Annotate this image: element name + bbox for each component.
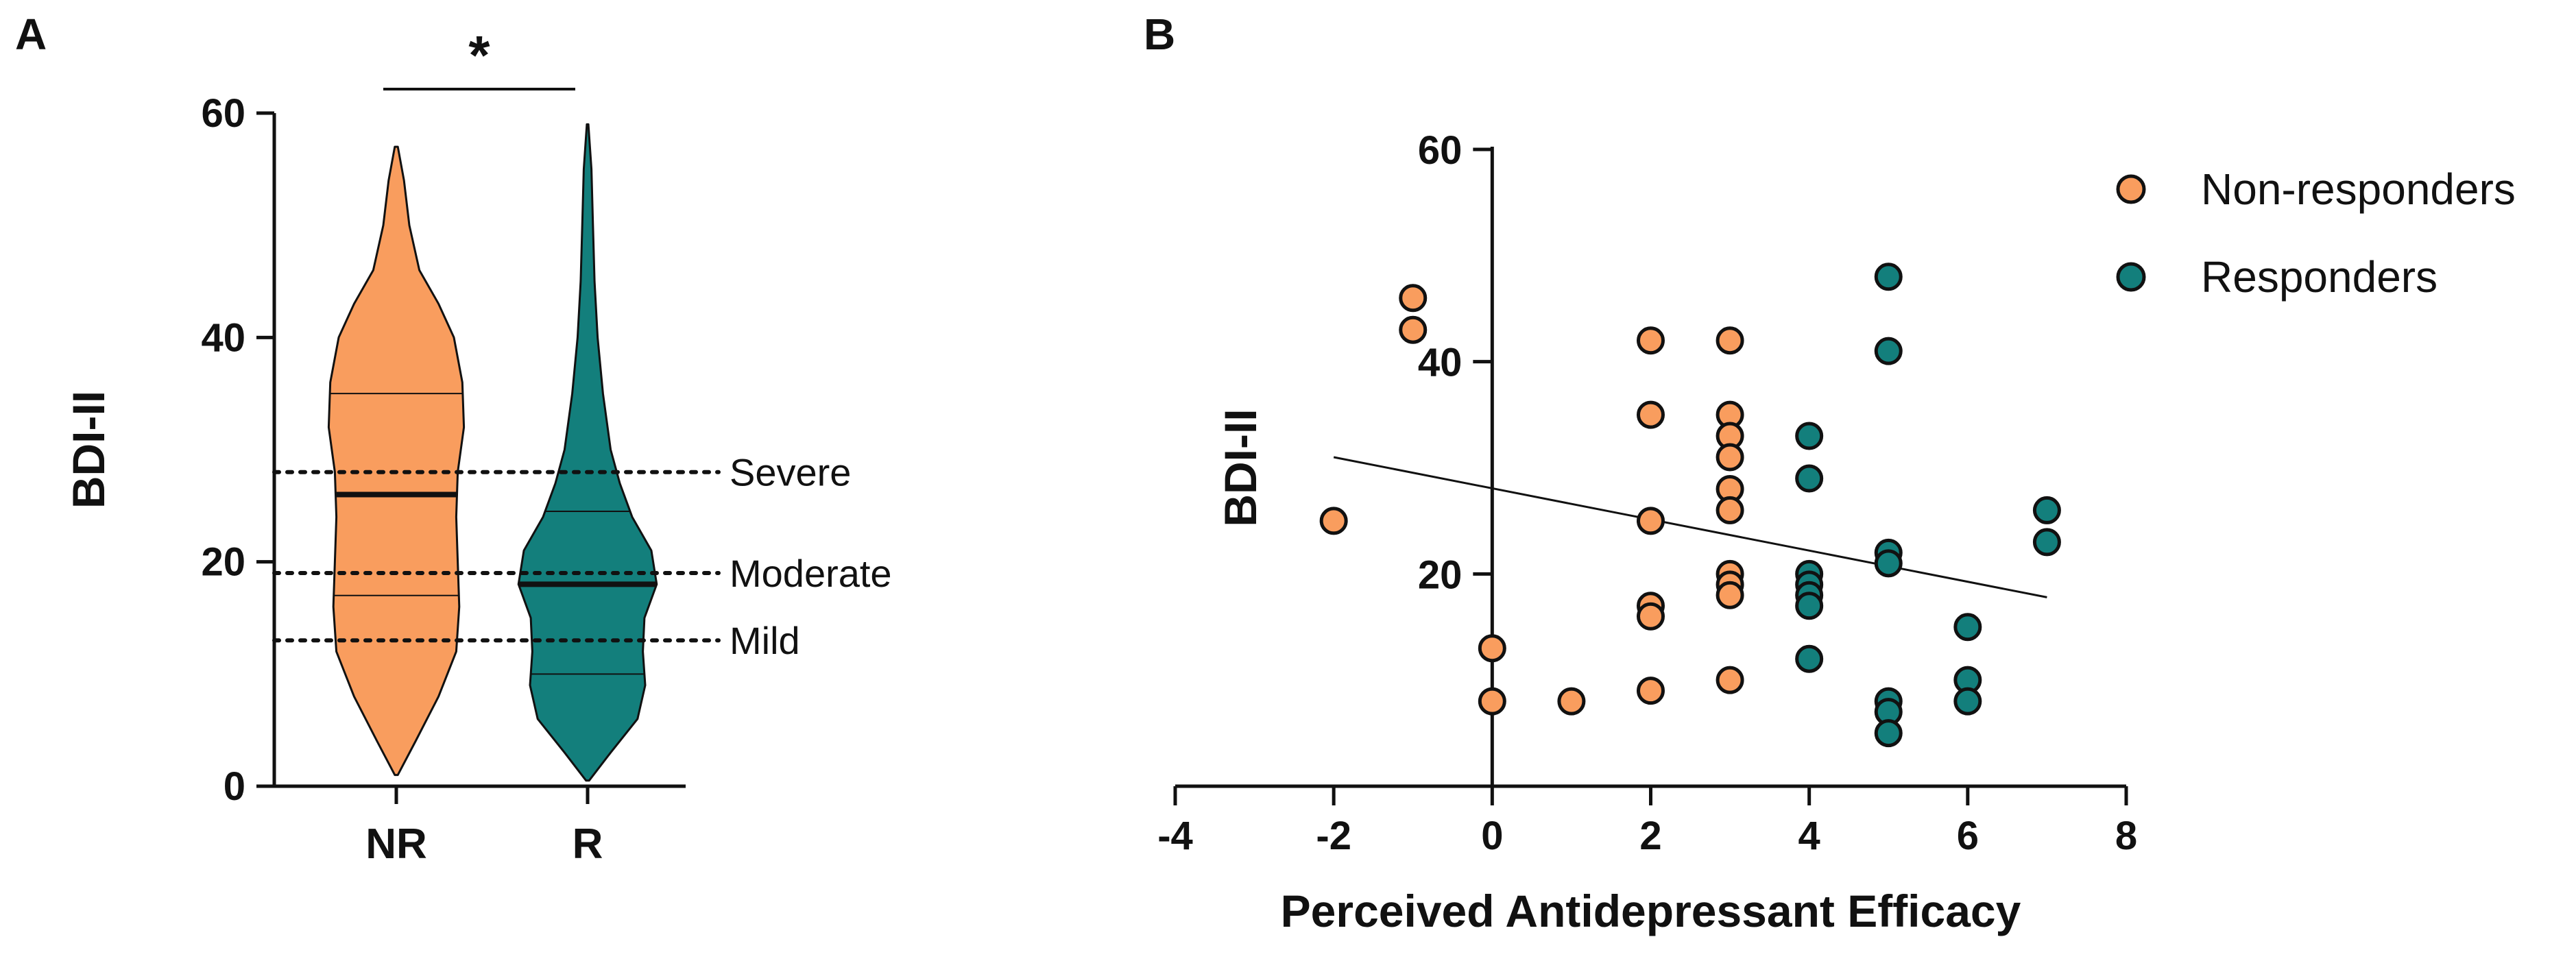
scatter-point-non-responders bbox=[1478, 687, 1506, 716]
panel-b-scatter-chart: 20 40 60 BDI-II -4 -2 0 2 4 6 8 Perceived Antidepre… bbox=[1157, 128, 2516, 936]
scatter-point-non-responders bbox=[1637, 602, 1665, 631]
scatter-point-responders bbox=[1795, 422, 1824, 450]
y-tick-label: 60 bbox=[201, 91, 245, 136]
cutoff-label-severe: Severe bbox=[730, 451, 851, 494]
y-tick-label: 20 bbox=[201, 540, 245, 585]
scatter-point-responders bbox=[1795, 464, 1824, 493]
x-category-label: R bbox=[573, 820, 603, 868]
legend-label-responders: Responders bbox=[2201, 252, 2437, 302]
scatter-point-non-responders bbox=[1478, 634, 1506, 663]
scatter-point-responders bbox=[1795, 592, 1824, 620]
scatter-point-responders bbox=[1795, 644, 1824, 673]
violin-nr bbox=[327, 145, 466, 777]
x-category-label: NR bbox=[365, 820, 427, 868]
scatter-point-responders bbox=[2032, 496, 2061, 524]
x-tick-label: 4 bbox=[1798, 814, 1820, 858]
scatter-point-non-responders bbox=[1637, 677, 1665, 705]
scatter-point-responders bbox=[1874, 549, 1903, 578]
scatter-point-non-responders bbox=[1399, 315, 1428, 344]
y-tick-label: 40 bbox=[201, 315, 245, 360]
y-tick-label: 20 bbox=[1418, 552, 1462, 597]
scatter-point-non-responders bbox=[1716, 496, 1744, 524]
scatter-point-non-responders bbox=[1716, 443, 1744, 472]
scatter-point-non-responders bbox=[1637, 400, 1665, 429]
scatter-point-responders bbox=[1953, 687, 1982, 716]
scatter-point-non-responders bbox=[1637, 326, 1665, 355]
scatter-point-non-responders bbox=[1319, 507, 1348, 535]
scatter-point-responders bbox=[1874, 337, 1903, 365]
scatter-point-non-responders bbox=[1716, 326, 1744, 355]
x-axis-title: Perceived Antidepressant Efficacy bbox=[1281, 886, 2021, 936]
scatter-point-responders bbox=[1953, 613, 1982, 642]
y-axis-title: BDI-II bbox=[63, 391, 114, 509]
scatter-point-non-responders bbox=[1637, 507, 1665, 535]
y-tick-label: 40 bbox=[1418, 341, 1462, 385]
scatter-point-responders bbox=[1874, 263, 1903, 291]
x-tick-label: 6 bbox=[1957, 814, 1979, 858]
legend-marker-responders bbox=[2116, 262, 2146, 292]
regression-line bbox=[1333, 456, 2047, 598]
legend-label-non-responders: Non-responders bbox=[2201, 165, 2516, 214]
violin-r bbox=[517, 123, 658, 782]
panel-b-label: B bbox=[1144, 10, 1175, 59]
legend-marker-non-responders bbox=[2116, 174, 2146, 204]
scatter-point-non-responders bbox=[1716, 666, 1744, 694]
y-tick-label: 60 bbox=[1418, 128, 1462, 173]
scatter-point-non-responders bbox=[1716, 581, 1744, 609]
y-axis-title: BDI-II bbox=[1215, 409, 1266, 526]
x-tick-label: 0 bbox=[1481, 814, 1503, 858]
scatter-point-non-responders bbox=[1557, 687, 1586, 716]
y-tick-label: 0 bbox=[224, 764, 245, 809]
panel-a-label: A bbox=[15, 10, 47, 59]
x-tick-label: -2 bbox=[1316, 814, 1351, 858]
scatter-point-responders bbox=[1874, 719, 1903, 748]
cutoff-label-moderate: Moderate bbox=[730, 552, 892, 595]
x-tick-label: -4 bbox=[1157, 814, 1193, 858]
panel-a-violin-chart: 0 20 40 60 NR R BDI-II Severe Moderate Mild * bbox=[63, 25, 892, 868]
x-tick-label: 8 bbox=[2115, 814, 2137, 858]
significance-marker: * bbox=[468, 25, 490, 86]
x-tick-label: 2 bbox=[1639, 814, 1661, 858]
scatter-point-non-responders bbox=[1399, 284, 1428, 313]
cutoff-label-mild: Mild bbox=[730, 619, 800, 662]
scatter-point-responders bbox=[2032, 528, 2061, 557]
